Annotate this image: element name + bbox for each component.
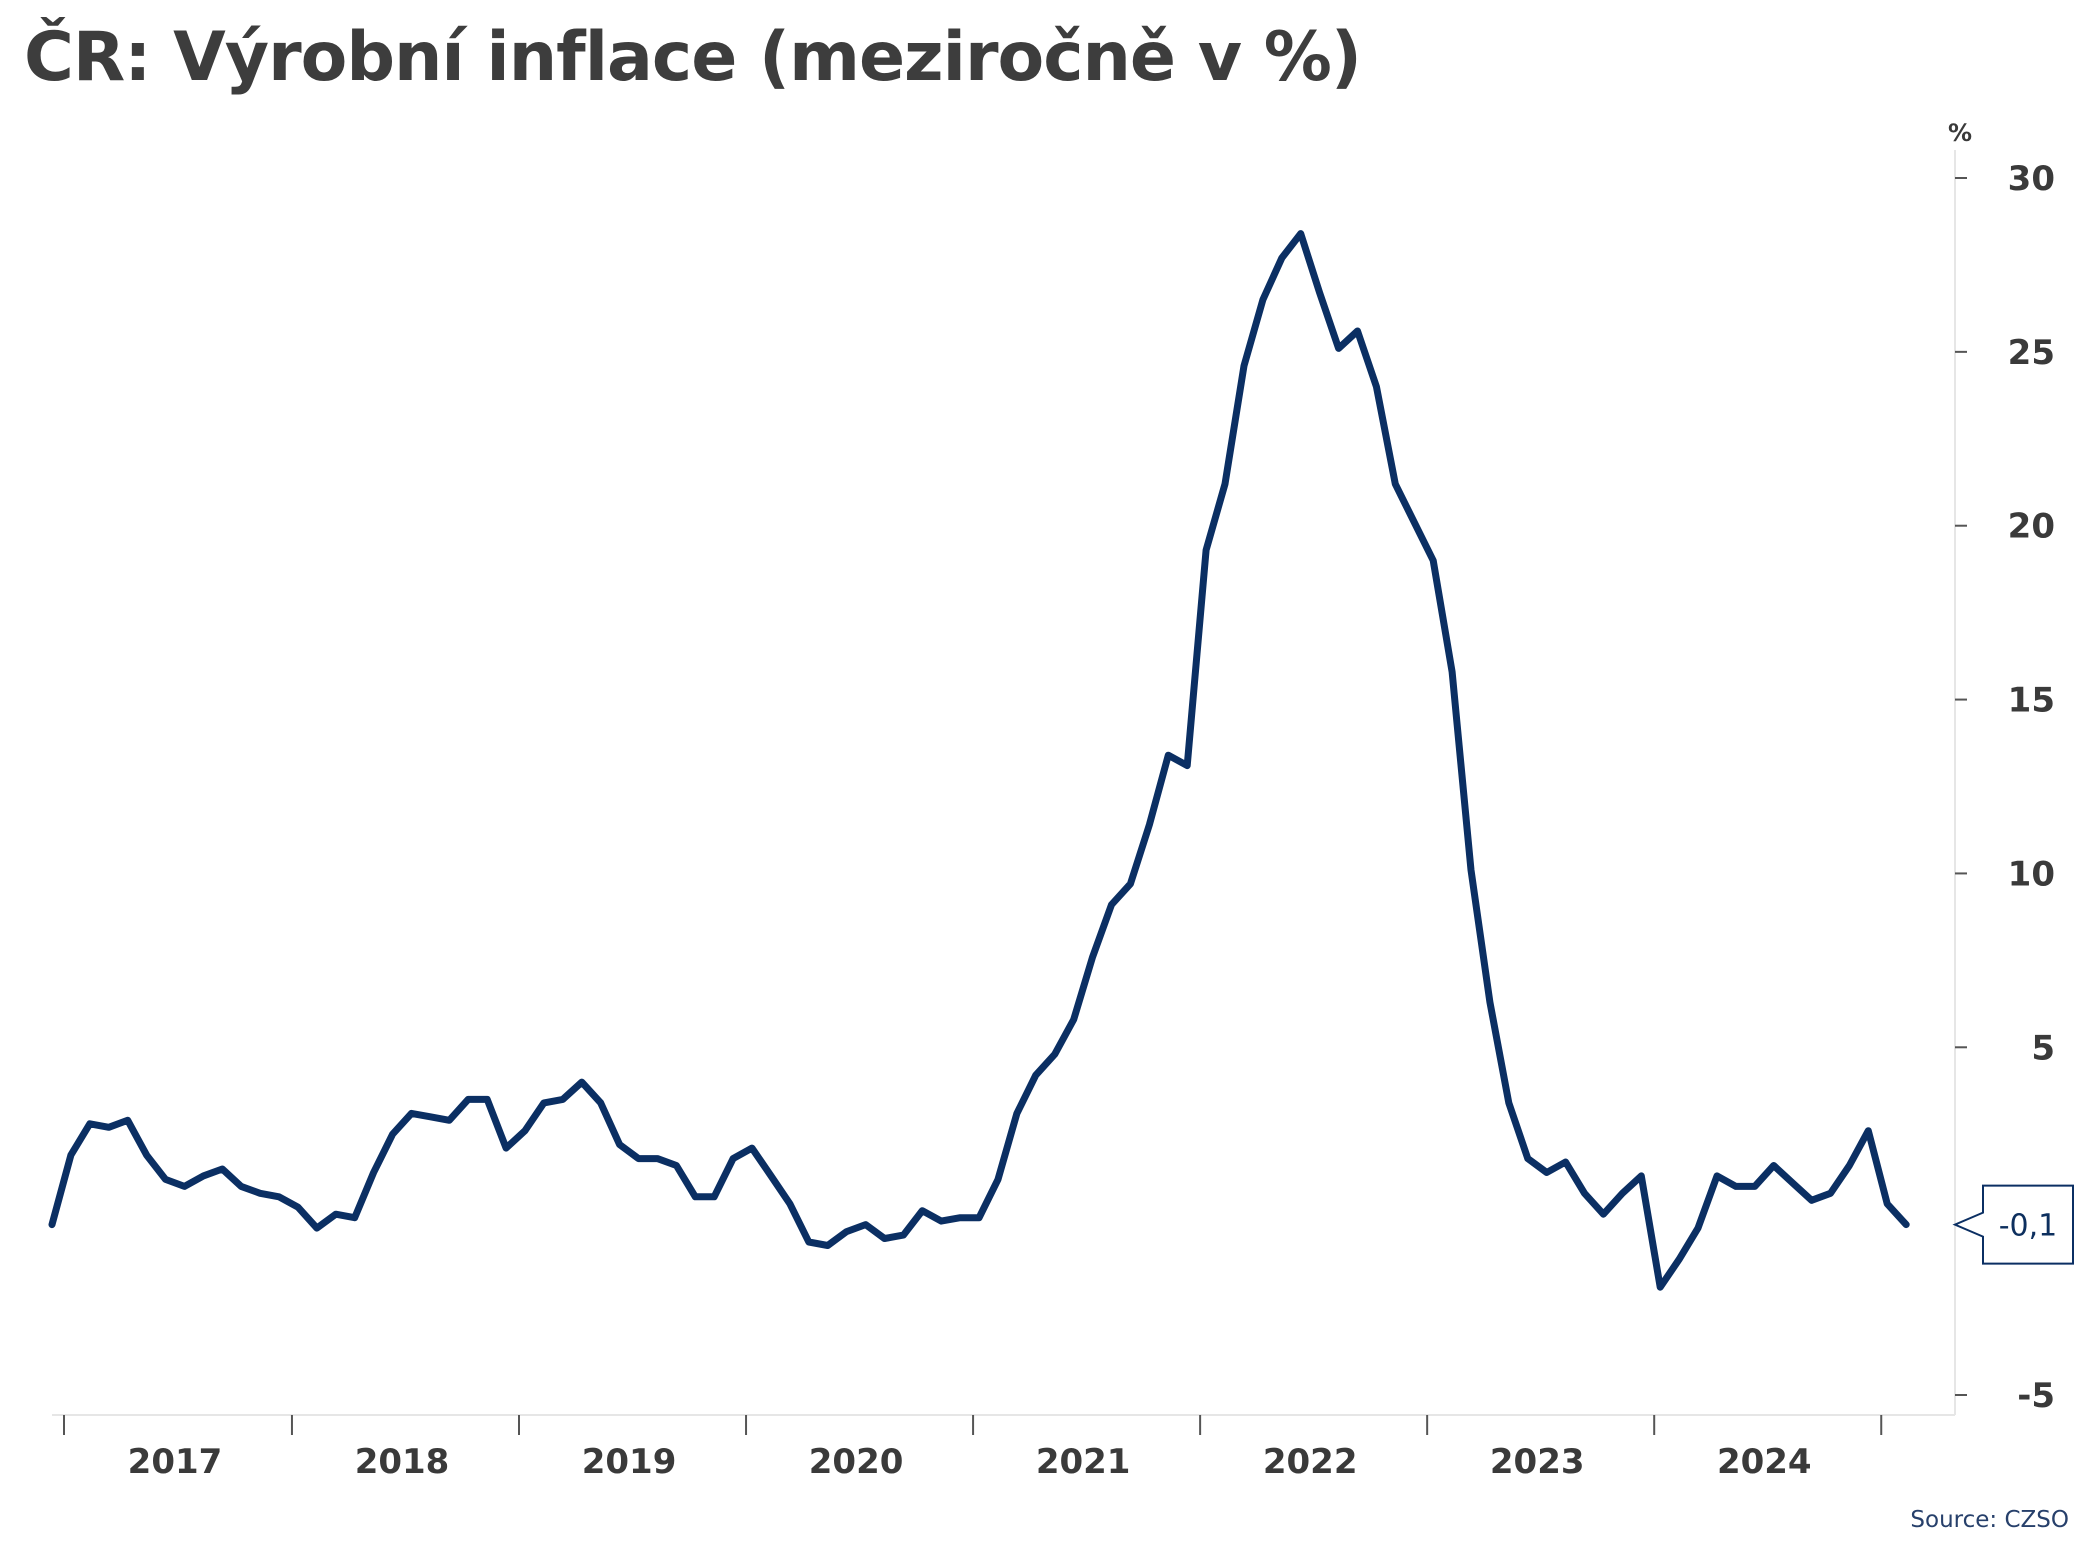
y-tick-label: 20 — [2008, 507, 2055, 547]
y-tick-label: 30 — [2008, 159, 2055, 199]
x-tick-label: 2023 — [1490, 1442, 1585, 1482]
y-axis: -5 5 10 15 20 25 30% — [1948, 119, 2055, 1416]
x-axis: 2017 2018 2019 2020 2021 2022 2023 2024 — [52, 1414, 1955, 1482]
series-group — [48, 230, 1910, 1291]
y-tick-label: 10 — [2008, 854, 2055, 894]
x-tick-label: 2022 — [1263, 1442, 1358, 1482]
x-tick-label: 2020 — [809, 1442, 904, 1482]
x-tick-label: 2024 — [1717, 1442, 1812, 1482]
y-tick-label: 15 — [2008, 681, 2055, 721]
x-tick-label: 2018 — [355, 1442, 450, 1482]
callout-box — [1952, 1184, 2074, 1265]
y-tick-label: -5 — [2017, 1376, 2055, 1416]
callout-label: -0,1 — [1999, 1209, 2058, 1244]
chart-title: ČR: Výrobní inflace (meziročně v %) — [24, 18, 1362, 97]
last-value-callout: -0,1 — [1952, 1184, 2074, 1265]
x-tick-label: 2019 — [582, 1442, 677, 1482]
y-axis-unit: % — [1948, 119, 1972, 147]
series-line — [48, 230, 1910, 1291]
y-tick-label: 25 — [2008, 333, 2055, 373]
x-tick-label: 2021 — [1036, 1442, 1131, 1482]
x-tick-label: 2017 — [128, 1442, 223, 1482]
source-note: Source: CZSO — [1910, 1507, 2069, 1533]
y-tick-label: 5 — [2031, 1028, 2055, 1068]
